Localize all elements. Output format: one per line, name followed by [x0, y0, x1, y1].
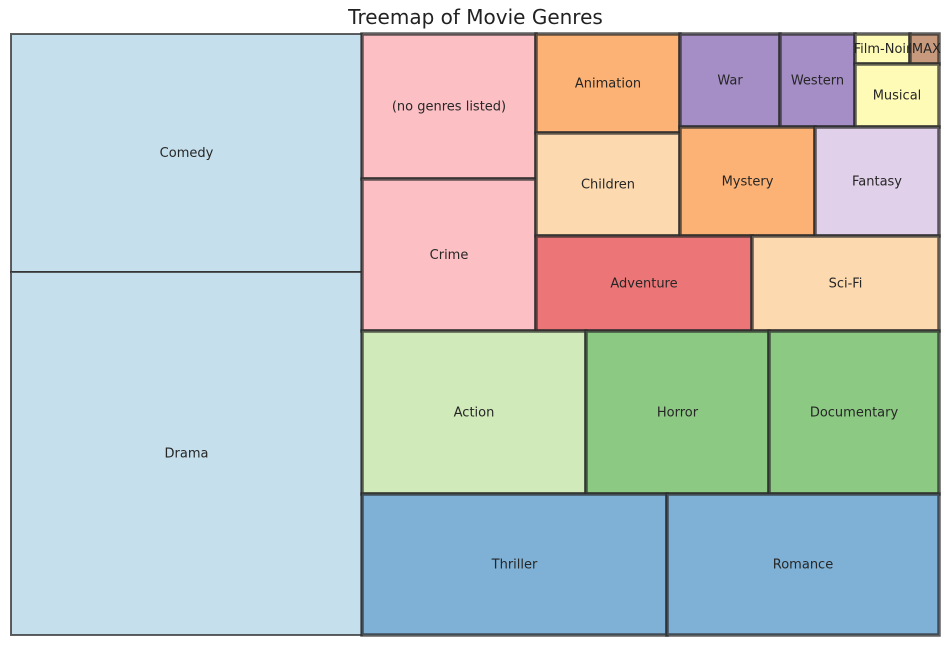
tile-label-film-noir: Film-Noir [854, 42, 912, 57]
tile-sci-fi [750, 234, 941, 333]
tile-label-no-genres-listed: (no genres listed) [392, 100, 506, 115]
tile-horror [584, 329, 771, 496]
tile-label-imax: IMAX [908, 42, 941, 57]
tile-label-animation: Animation [575, 77, 641, 92]
tile-label-fantasy: Fantasy [852, 175, 902, 190]
tile-label-crime: Crime [430, 248, 469, 263]
tile-label-musical: Musical [873, 89, 922, 104]
tile-fantasy [813, 125, 941, 238]
tile-label-children: Children [581, 178, 635, 193]
tile-adventure [534, 234, 754, 333]
tile-label-adventure: Adventure [610, 277, 677, 292]
tile-documentary [767, 329, 941, 496]
tile-label-horror: Horror [657, 406, 699, 421]
tile-mystery [678, 125, 817, 238]
tile-romance [665, 492, 941, 637]
tile-label-sci-fi: Sci-Fi [829, 277, 863, 292]
tile-label-mystery: Mystery [722, 175, 774, 190]
tile-comedy [10, 33, 363, 273]
tile-label-action: Action [454, 406, 495, 421]
tile-western [778, 32, 857, 129]
tile-label-war: War [717, 74, 743, 89]
tile-label-romance: Romance [773, 558, 833, 573]
tile-imax [908, 32, 941, 66]
chart-title: Treemap of Movie Genres [348, 5, 603, 29]
tile-label-drama: Drama [165, 447, 209, 462]
tile-no-genres-listed [360, 32, 538, 181]
tile-thriller [360, 492, 669, 637]
tile-label-documentary: Documentary [810, 406, 899, 421]
tile-drama [10, 271, 363, 636]
tile-label-comedy: Comedy [160, 146, 214, 161]
tile-label-thriller: Thriller [491, 558, 538, 573]
tile-action [360, 329, 588, 496]
tile-label-western: Western [791, 74, 844, 89]
